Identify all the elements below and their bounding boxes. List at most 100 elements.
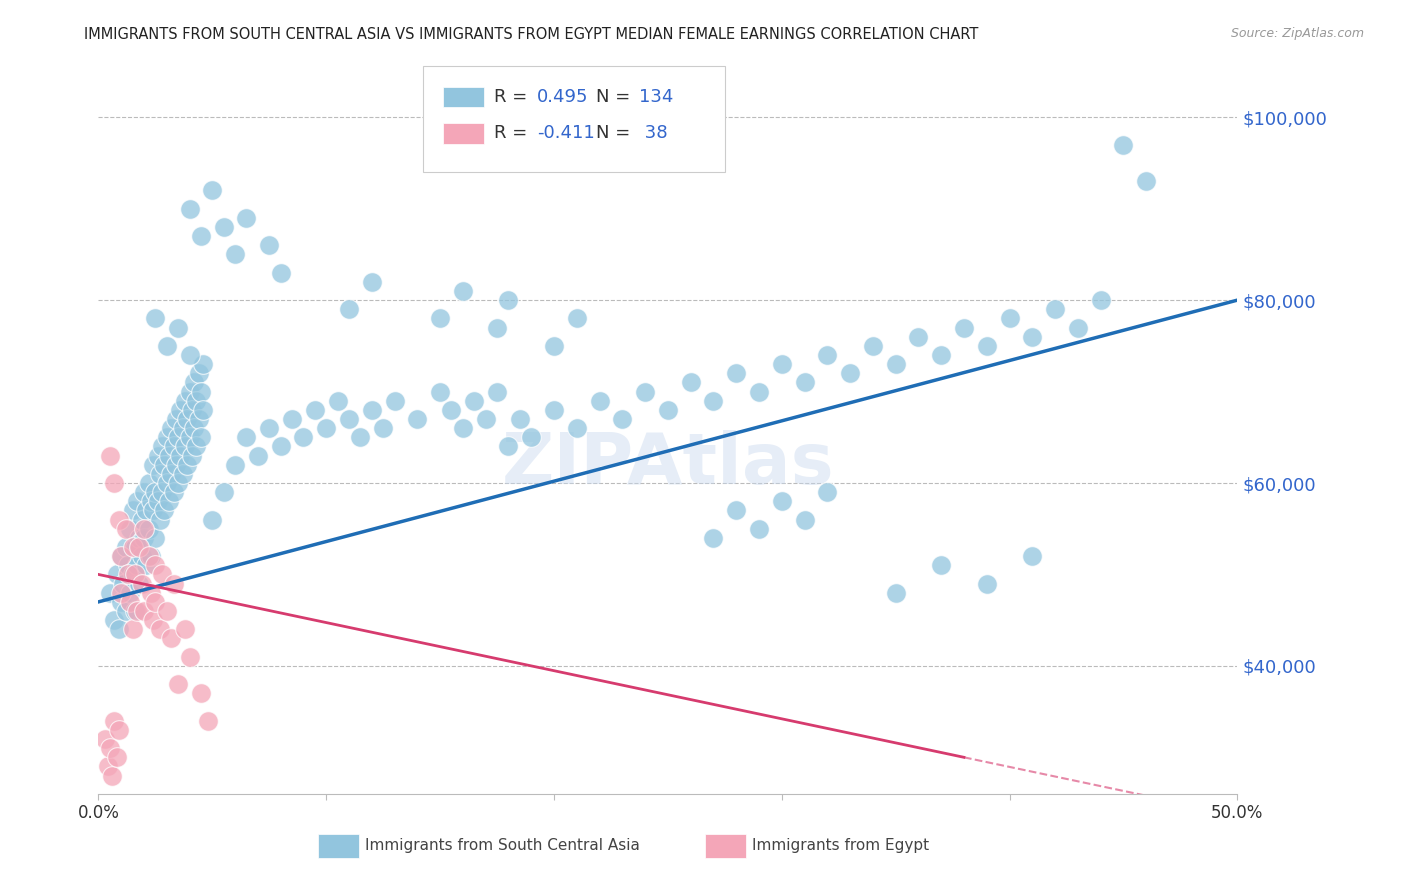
Point — [138, 475, 160, 490]
Point — [145, 595, 167, 609]
Point — [103, 613, 125, 627]
Point — [565, 311, 588, 326]
Point — [1067, 320, 1090, 334]
Point — [292, 430, 315, 444]
Point — [179, 202, 201, 216]
Point — [145, 485, 167, 500]
FancyBboxPatch shape — [706, 834, 747, 857]
Point — [138, 522, 160, 536]
Point — [110, 585, 132, 599]
Point — [190, 384, 212, 399]
Point — [1043, 302, 1066, 317]
Point — [315, 421, 337, 435]
Point — [565, 421, 588, 435]
Point — [183, 421, 205, 435]
Point — [110, 549, 132, 564]
Point — [150, 567, 173, 582]
Point — [174, 439, 197, 453]
Point — [167, 320, 190, 334]
Point — [103, 475, 125, 490]
Point — [190, 686, 212, 700]
Point — [486, 320, 509, 334]
Point — [105, 750, 128, 764]
Point — [156, 475, 179, 490]
Point — [839, 366, 862, 380]
Point — [815, 485, 838, 500]
Point — [180, 449, 202, 463]
Point — [110, 549, 132, 564]
Point — [108, 622, 131, 636]
Point — [976, 339, 998, 353]
Point — [187, 366, 209, 380]
Point — [235, 211, 257, 225]
Point — [259, 238, 281, 252]
Point — [176, 458, 198, 472]
Point — [98, 741, 121, 756]
Point — [156, 430, 179, 444]
Point — [384, 393, 406, 408]
Point — [132, 604, 155, 618]
Point — [142, 458, 165, 472]
Text: Immigrants from Egypt: Immigrants from Egypt — [752, 838, 929, 853]
Text: N =: N = — [596, 124, 636, 143]
Point — [98, 449, 121, 463]
Point — [121, 503, 143, 517]
Point — [142, 503, 165, 517]
Point — [128, 540, 150, 554]
Point — [139, 494, 162, 508]
Point — [132, 485, 155, 500]
Point — [169, 449, 191, 463]
Point — [145, 531, 167, 545]
Point — [337, 412, 360, 426]
FancyBboxPatch shape — [318, 834, 359, 857]
Point — [128, 576, 150, 591]
Point — [172, 467, 194, 481]
Point — [149, 512, 172, 526]
Point — [132, 531, 155, 545]
Point — [463, 393, 485, 408]
Point — [150, 439, 173, 453]
Point — [1090, 293, 1112, 307]
Point — [998, 311, 1021, 326]
Text: R =: R = — [494, 124, 533, 143]
Point — [135, 503, 157, 517]
Point — [451, 284, 474, 298]
FancyBboxPatch shape — [443, 87, 485, 107]
Point — [156, 339, 179, 353]
Point — [139, 549, 162, 564]
Point — [259, 421, 281, 435]
Point — [179, 384, 201, 399]
Point — [224, 458, 246, 472]
Point — [121, 567, 143, 582]
Point — [440, 402, 463, 417]
Point — [121, 622, 143, 636]
Point — [103, 714, 125, 728]
Point — [702, 531, 724, 545]
Point — [429, 384, 451, 399]
Point — [183, 376, 205, 390]
Point — [770, 357, 793, 371]
Point — [145, 558, 167, 573]
Point — [186, 393, 208, 408]
Point — [884, 585, 907, 599]
Point — [770, 494, 793, 508]
Point — [543, 402, 565, 417]
Text: Immigrants from South Central Asia: Immigrants from South Central Asia — [366, 838, 640, 853]
Point — [124, 567, 146, 582]
Point — [212, 219, 235, 234]
Text: -0.411: -0.411 — [537, 124, 595, 143]
Point — [929, 348, 952, 362]
Point — [127, 494, 149, 508]
Point — [884, 357, 907, 371]
Point — [94, 731, 117, 746]
Point — [793, 376, 815, 390]
Point — [953, 320, 976, 334]
Point — [108, 512, 131, 526]
Point — [179, 430, 201, 444]
Point — [138, 549, 160, 564]
Point — [101, 768, 124, 783]
Point — [588, 393, 610, 408]
Point — [190, 229, 212, 244]
Point — [725, 503, 748, 517]
Point — [187, 412, 209, 426]
